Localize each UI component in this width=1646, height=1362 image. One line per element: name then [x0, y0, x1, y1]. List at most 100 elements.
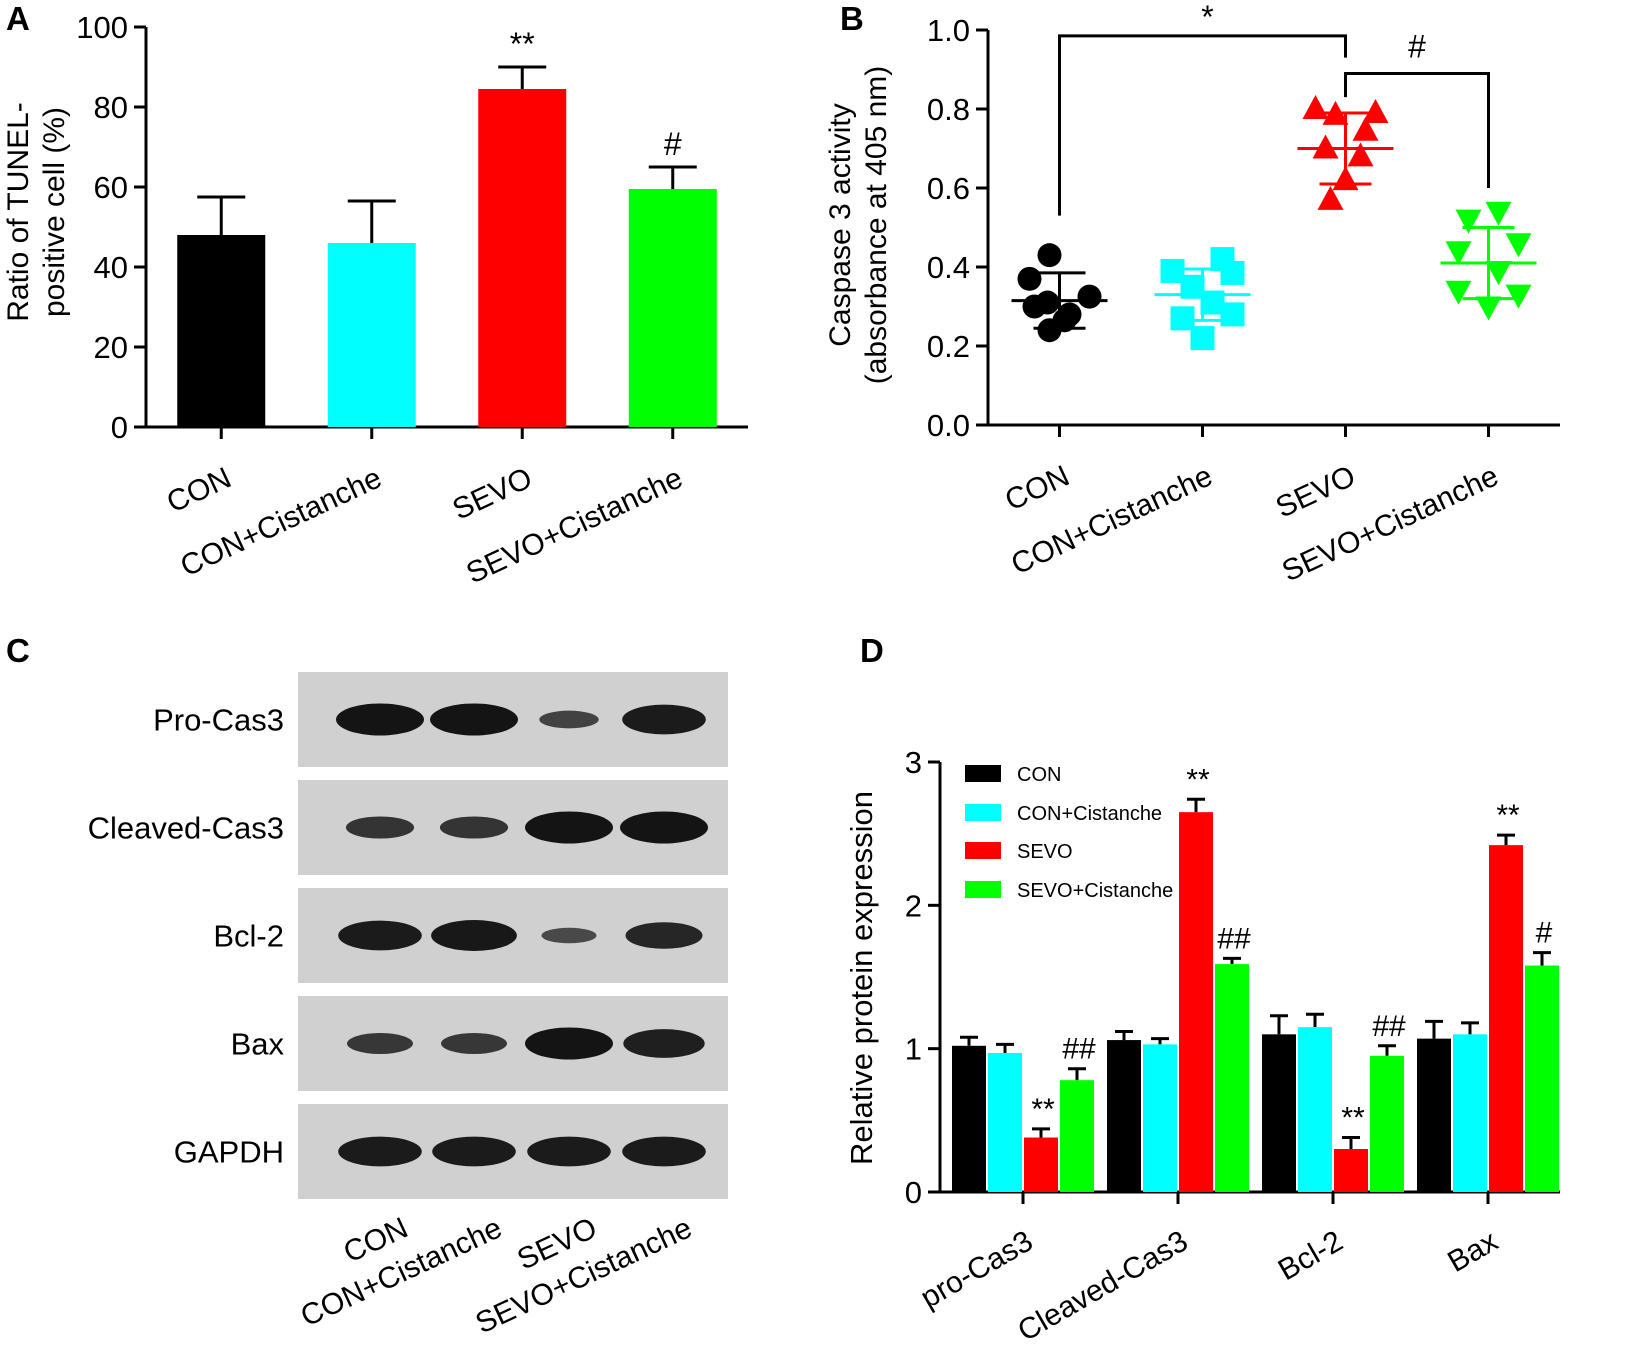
c-row-label: Pro-Cas3	[153, 703, 284, 738]
d-legend-swatch	[965, 842, 1001, 859]
c-band	[432, 1136, 516, 1167]
b-y-tick-label: 0.8	[927, 92, 970, 127]
panel-label-c: C	[6, 632, 30, 669]
d-legend-label: SEVO+Cistanche	[1017, 880, 1173, 902]
d-x-tick-label: pro-Cas3	[915, 1224, 1038, 1314]
d-bar	[1417, 1038, 1451, 1192]
c-band	[622, 704, 706, 735]
a-x-tick-label: CON	[162, 461, 236, 519]
c-band	[539, 710, 599, 729]
c-band	[439, 816, 509, 839]
d-x-tick-label: Bax	[1442, 1224, 1503, 1278]
d-significance-mark: **	[1186, 763, 1210, 796]
c-row-label: Cleaved-Cas3	[88, 811, 284, 846]
a-y-tick-label: 0	[111, 410, 128, 445]
panel-label-b: B	[840, 0, 864, 37]
b-y-tick-label: 0.2	[927, 329, 970, 364]
d-y-tick-label: 3	[905, 745, 922, 780]
c-band	[430, 703, 518, 736]
b-x-tick-label: SEVO	[1271, 459, 1361, 524]
d-bar	[952, 1045, 986, 1192]
panel-label-a: A	[6, 0, 30, 37]
d-bar	[1179, 812, 1213, 1192]
a-y-tick-label: 20	[94, 330, 128, 365]
a-bar	[327, 243, 416, 427]
b-significance-bracket	[1058, 34, 1347, 216]
c-band	[527, 1136, 611, 1167]
d-y-tick-label: 2	[905, 888, 922, 923]
b-x-tick-label: CON	[1000, 459, 1074, 517]
b-y-tick-label: 0.6	[927, 171, 970, 206]
a-y-axis-label: Ratio of TUNEL-	[2, 102, 35, 322]
d-y-tick-label: 0	[905, 1175, 922, 1210]
b-data-point	[1022, 294, 1047, 319]
b-y-axis-label: Caspase 3 activity	[824, 103, 857, 346]
d-legend-swatch	[965, 804, 1001, 821]
c-band	[345, 816, 415, 839]
d-y-tick-label: 1	[905, 1032, 922, 1067]
c-band	[525, 811, 613, 844]
c-band	[541, 927, 597, 944]
b-data-point	[1220, 302, 1245, 327]
d-legend-swatch	[965, 765, 1001, 782]
c-band	[525, 1027, 613, 1060]
d-bar	[1489, 845, 1523, 1192]
d-bar	[1453, 1034, 1487, 1192]
d-legend-label: CON	[1017, 764, 1061, 786]
a-y-tick-label: 40	[94, 250, 128, 285]
c-band	[338, 920, 422, 951]
d-significance-mark: ##	[1062, 1033, 1096, 1066]
b-data-point	[1505, 284, 1532, 309]
c-band	[431, 920, 517, 951]
d-bar	[1334, 1149, 1368, 1192]
panel-c-blot: Pro-Cas3Cleaved-Cas3Bcl-2BaxGAPDHCONCON+…	[88, 672, 728, 1340]
d-bar	[988, 1052, 1022, 1192]
b-data-point	[1445, 280, 1472, 305]
a-bar	[478, 89, 567, 427]
d-significance-mark: ##	[1217, 922, 1251, 955]
b-significance-label: #	[1408, 28, 1426, 64]
b-data-point	[1302, 95, 1329, 119]
a-y-axis-label: positive cell (%)	[38, 107, 71, 317]
b-data-point	[1362, 98, 1389, 123]
panel-label-d: D	[860, 632, 884, 669]
d-bar	[1525, 965, 1559, 1192]
b-y-tick-label: 0.4	[927, 250, 970, 285]
d-legend-label: SEVO	[1017, 841, 1073, 863]
d-significance-mark: ##	[1372, 1010, 1406, 1043]
b-data-point	[1445, 241, 1472, 266]
d-bar	[1060, 1080, 1094, 1192]
d-x-tick-label: Cleaved-Cas3	[1012, 1224, 1193, 1348]
b-data-point	[1317, 185, 1344, 210]
d-y-axis-label: Relative protein expression	[844, 791, 879, 1165]
c-band	[622, 1136, 706, 1167]
b-significance-bracket	[1344, 71, 1490, 188]
b-data-point	[1475, 296, 1502, 321]
b-data-point	[1312, 134, 1339, 159]
panel-a-chart: 0 20 40 60 80 100 Ratio of TUNEL-positive cell…	[2, 10, 748, 590]
a-bar	[628, 189, 717, 427]
b-data-point	[1220, 260, 1245, 285]
d-bar	[1262, 1034, 1296, 1192]
c-band	[338, 1136, 422, 1167]
b-data-point	[1485, 260, 1512, 285]
b-y-tick-label: 0.0	[927, 408, 970, 443]
a-significance-mark: **	[510, 26, 535, 62]
c-row-label: GAPDH	[174, 1135, 284, 1170]
a-y-tick-label: 60	[94, 170, 128, 205]
d-significance-mark: **	[1496, 799, 1520, 832]
b-y-axis-label: (absorbance at 405 nm)	[860, 66, 893, 385]
b-data-point	[1455, 209, 1482, 234]
d-bar	[1024, 1137, 1058, 1192]
d-bar	[1215, 964, 1249, 1192]
d-bar	[1298, 1027, 1332, 1192]
a-y-tick-label: 100	[76, 10, 128, 45]
b-data-point	[1347, 142, 1374, 167]
d-significance-mark: **	[1341, 1102, 1365, 1135]
b-data-point	[1352, 116, 1379, 141]
c-row-label: Bcl-2	[213, 919, 284, 954]
b-data-point	[1017, 266, 1042, 291]
b-significance-label: *	[1201, 0, 1213, 35]
d-bar	[1107, 1040, 1141, 1192]
